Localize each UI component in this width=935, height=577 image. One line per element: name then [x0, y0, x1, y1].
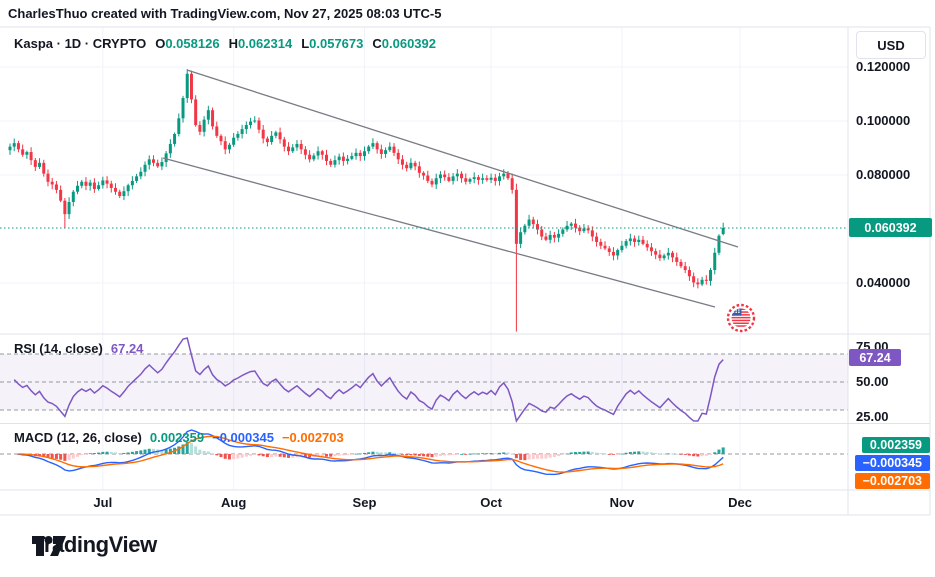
ohlc-close-key: C	[372, 36, 382, 51]
macd-line-badge: −0.000345	[854, 455, 930, 471]
ohlc-high-key: H	[228, 36, 238, 51]
macd-signal-line	[18, 435, 724, 473]
rsi-band	[0, 353, 848, 411]
macd-signal-badge: −0.002703	[854, 473, 930, 489]
ohlc-close-value: 0.060392	[381, 36, 436, 51]
last-price-badge: 0.060392	[849, 218, 932, 238]
time-axis-label-aug: Aug	[221, 495, 247, 510]
rsi-legend[interactable]: RSI (14, close) 67.24	[14, 341, 143, 356]
tradingview-branding[interactable]: TradingView	[32, 532, 157, 558]
price-tick-label: 0.080000	[856, 167, 911, 182]
tradingview-logo-icon	[32, 536, 66, 556]
attribution-text: CharlesThuo created with TradingView.com…	[8, 6, 442, 21]
time-axis-label-nov: Nov	[609, 495, 635, 510]
rsi-value-badge: 67.24	[849, 349, 901, 367]
currency-toggle-button[interactable]: USD	[856, 31, 926, 59]
time-axis-label-dec: Dec	[728, 495, 752, 510]
ohlc-open-key: O	[155, 36, 166, 51]
symbol-legend[interactable]: Kaspa · 1D · CRYPTO O0.058126 H0.062314 L0.…	[14, 36, 436, 51]
pane-borders	[0, 26, 931, 516]
rsi-tick-label: 50.00	[856, 374, 889, 389]
descending-channel	[162, 69, 739, 308]
macd-label[interactable]: MACD (12, 26, close)	[14, 430, 142, 445]
price-tick-label: 0.100000	[856, 113, 911, 128]
symbol-title[interactable]: Kaspa · 1D · CRYPTO	[14, 36, 147, 51]
macd-legend[interactable]: MACD (12, 26, close) 0.002359 −0.000345 −0.…	[14, 430, 344, 445]
macd-signal-value: −0.002703	[281, 430, 344, 445]
ohlc-low-key: L	[301, 36, 310, 51]
macd-histogram-value: 0.002359	[149, 430, 205, 445]
rsi-value: 67.24	[110, 341, 144, 356]
ohlc-open-value: 0.058126	[165, 36, 220, 51]
ohlc-high-value: 0.062314	[237, 36, 293, 51]
candlestick-series	[8, 69, 725, 332]
macd-histogram-badge: 0.002359	[861, 437, 930, 453]
rsi-label[interactable]: RSI (14, close)	[14, 341, 103, 356]
gridlines	[0, 27, 848, 490]
macd-line-value: −0.000345	[212, 430, 274, 445]
time-axis-label-jul: Jul	[93, 495, 113, 510]
ohlc-low-value: 0.057673	[309, 36, 364, 51]
time-axis-label-oct: Oct	[480, 495, 502, 510]
us-flag-event-icon[interactable]	[726, 303, 756, 333]
rsi-line	[13, 337, 724, 423]
price-tick-label: 0.120000	[856, 59, 911, 74]
time-axis-label-sep: Sep	[352, 495, 377, 510]
price-tick-label: 0.040000	[856, 275, 911, 290]
rsi-tick-label: 25.00	[856, 409, 889, 424]
